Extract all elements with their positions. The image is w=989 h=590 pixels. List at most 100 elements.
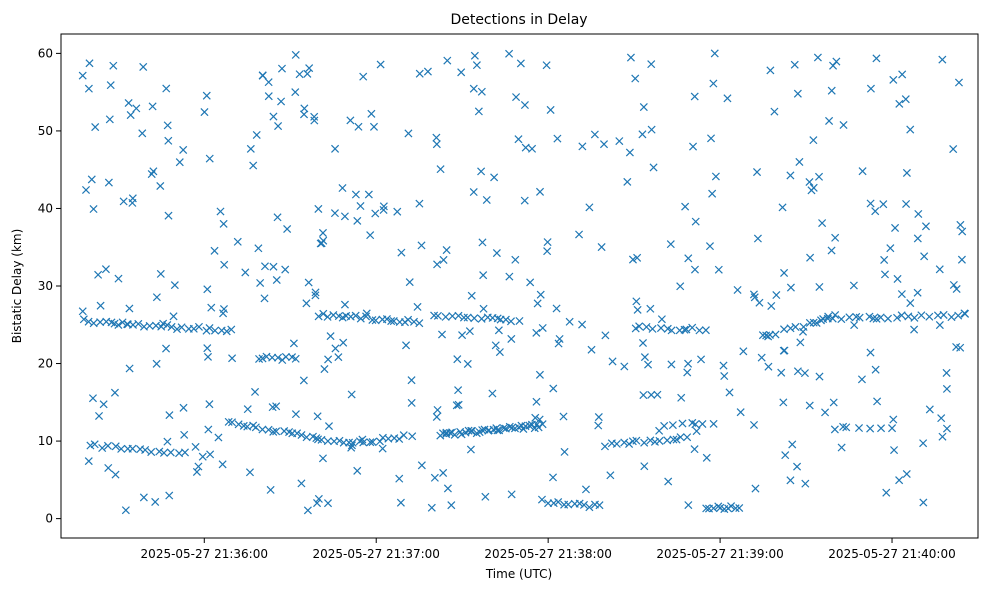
data-point [423,67,432,76]
data-point [827,86,836,95]
data-point [366,438,375,447]
data-point [532,328,541,337]
data-point [815,282,824,291]
data-point [657,315,666,324]
data-point [94,270,103,279]
data-point [552,304,561,313]
data-point [192,467,201,476]
data-point [84,317,93,326]
data-point [123,320,132,329]
data-point [165,491,174,500]
data-point [289,339,298,348]
data-point [546,105,555,114]
data-point [855,313,864,322]
data-point [505,422,514,431]
data-point [78,71,87,80]
data-point [711,172,720,181]
data-point [251,387,260,396]
data-point [164,136,173,145]
data-point [682,325,691,334]
data-point [901,95,910,104]
data-point [490,173,499,182]
data-point [274,122,283,131]
data-point [338,183,347,193]
data-point [155,447,164,456]
data-point [203,285,212,294]
data-point [952,284,961,294]
x-axis-label: Time (UTC) [485,567,552,581]
data-point [273,213,282,222]
data-point [202,91,211,100]
data-point [417,241,426,250]
data-point [656,324,665,333]
data-point [269,427,278,436]
data-point [463,313,472,322]
data-point [194,322,203,331]
data-point [638,338,648,348]
plot-background [61,34,978,538]
data-point [291,354,300,363]
data-point [482,195,491,205]
data-point [402,341,411,350]
data-point [89,319,98,328]
data-point [109,61,118,70]
data-point [119,197,128,206]
data-point [590,130,599,139]
data-point [281,265,290,274]
data-point [626,53,635,62]
data-point [709,419,718,428]
data-point [625,439,634,449]
data-point [688,418,697,427]
data-point [125,364,134,373]
data-point [371,316,380,325]
data-point [893,274,902,283]
x-axis: 2025-05-27 21:36:00 2025-05-27 21:37:00 20… [141,538,956,561]
data-point [409,317,419,326]
data-point [666,240,675,249]
data-point [254,244,263,253]
data-point [303,69,312,78]
data-point [210,326,219,335]
data-point [766,66,775,75]
data-point [125,304,134,313]
data-point [681,202,690,211]
data-point [260,262,270,271]
data-point [801,479,810,488]
data-point [585,203,594,212]
data-point [710,49,719,58]
data-point [873,397,882,406]
data-point [877,424,886,433]
data-point [433,405,442,415]
data-point [152,293,161,302]
data-point [898,70,907,79]
data-point [304,278,313,287]
data-point [255,354,264,363]
data-point [528,144,537,153]
data-point [705,242,714,251]
data-point [488,389,497,398]
data-point [354,122,363,131]
data-point [467,426,476,435]
data-point [348,438,357,447]
data-point [291,50,300,59]
data-point [683,433,692,442]
data-point [495,426,504,435]
y-axis: 0 10 20 30 40 50 60 [38,46,61,526]
data-point [690,265,700,274]
data-point [512,93,521,102]
data-point [84,457,93,466]
data-point [138,129,147,138]
data-point [698,419,707,429]
data-point [791,322,800,331]
data-point [260,294,269,303]
data-point [920,252,929,261]
data-point [149,167,158,176]
data-point [581,485,590,494]
data-point [126,111,135,120]
data-point [770,107,779,116]
data-point [644,360,653,369]
data-point [303,506,312,515]
data-point [313,412,322,421]
data-point [949,145,958,154]
data-point [200,108,209,117]
